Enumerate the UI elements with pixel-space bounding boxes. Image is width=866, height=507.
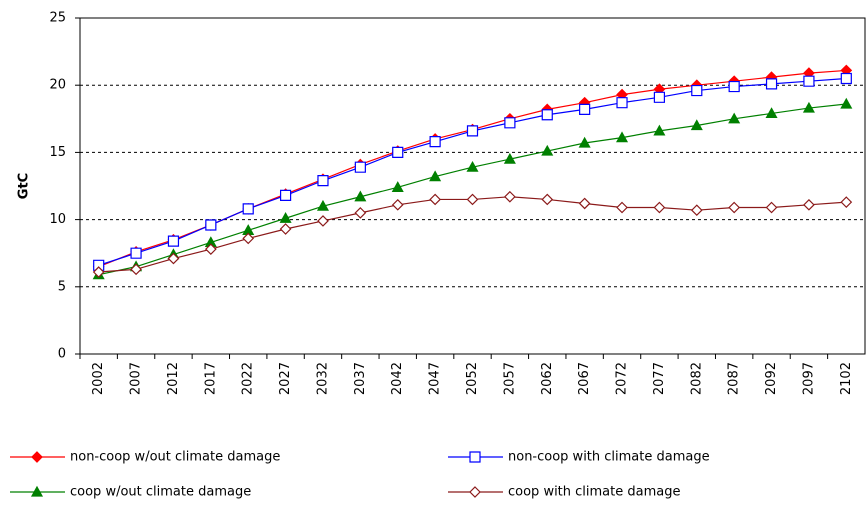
point <box>728 201 741 214</box>
point <box>690 119 703 131</box>
point <box>728 112 741 124</box>
point <box>93 259 105 271</box>
point <box>653 201 666 214</box>
x-tick-label: 2007 <box>129 362 144 395</box>
y-axis-label: GtC <box>17 173 32 199</box>
point <box>690 204 703 217</box>
x-tick-label: 2087 <box>727 362 742 395</box>
point <box>541 144 554 156</box>
y-tick-label: 25 <box>49 11 66 26</box>
point <box>765 78 778 90</box>
point <box>765 201 778 214</box>
point <box>204 243 217 256</box>
legend-label: non-coop with climate damage <box>508 450 710 465</box>
point <box>205 219 217 231</box>
point <box>242 203 254 215</box>
y-tick-label: 5 <box>58 279 66 294</box>
x-tick-label: 2067 <box>577 362 592 395</box>
point <box>765 107 778 119</box>
point <box>167 252 180 265</box>
point <box>653 124 666 136</box>
y-tick-label: 20 <box>49 78 66 93</box>
x-tick-label: 2077 <box>652 362 667 395</box>
point <box>691 84 703 97</box>
point <box>803 75 815 87</box>
legend-marker <box>31 451 43 463</box>
x-tick-label: 2032 <box>315 362 330 395</box>
point <box>840 196 853 208</box>
y-tick-label: 10 <box>49 212 66 227</box>
point <box>466 193 479 206</box>
point <box>541 193 554 206</box>
x-tick-label: 2092 <box>764 362 779 395</box>
point <box>728 80 740 93</box>
y-tick-label: 15 <box>49 145 66 160</box>
point <box>279 223 292 235</box>
point <box>840 97 853 109</box>
x-tick-label: 2022 <box>241 362 256 395</box>
point <box>279 212 292 223</box>
point <box>579 103 591 115</box>
point <box>279 189 292 202</box>
legend-label: coop w/out climate damage <box>70 485 251 500</box>
point <box>504 190 516 203</box>
x-tick-label: 2052 <box>465 362 480 395</box>
point <box>653 91 666 103</box>
x-tick-label: 2017 <box>203 362 218 395</box>
point <box>616 201 628 214</box>
x-tick-label: 2042 <box>390 362 405 395</box>
point <box>616 131 629 143</box>
x-tick-label: 2082 <box>689 362 704 395</box>
point <box>130 263 142 276</box>
point <box>429 170 442 182</box>
legend-label: coop with climate damage <box>508 485 680 500</box>
point <box>354 190 367 202</box>
point <box>616 97 628 109</box>
x-tick-label: 2062 <box>540 362 555 395</box>
point <box>578 197 591 210</box>
point <box>354 207 367 219</box>
y-tick-label: 0 <box>58 347 66 362</box>
legend-marker <box>469 486 481 498</box>
point <box>429 136 441 148</box>
x-tick-label: 2057 <box>502 362 517 395</box>
point <box>130 247 142 259</box>
point <box>503 152 516 164</box>
point <box>466 160 479 172</box>
point <box>578 136 591 148</box>
point <box>317 175 329 187</box>
point <box>354 161 366 173</box>
point <box>840 72 852 85</box>
point <box>429 193 441 206</box>
point <box>391 198 404 211</box>
point <box>316 199 329 211</box>
x-tick-label: 2012 <box>166 362 181 395</box>
x-tick-label: 2002 <box>91 362 106 395</box>
point <box>802 101 815 113</box>
x-tick-label: 2047 <box>428 362 443 395</box>
legend-marker <box>469 451 481 463</box>
x-tick-label: 2037 <box>353 362 368 395</box>
point <box>167 235 180 247</box>
point <box>392 146 404 158</box>
x-tick-label: 2072 <box>615 362 630 395</box>
plot-frame <box>79 17 866 355</box>
point <box>391 181 404 192</box>
point <box>92 266 105 278</box>
legend-label: non-coop w/out climate damage <box>70 450 280 465</box>
x-tick-label: 2102 <box>839 362 854 395</box>
point <box>317 215 329 227</box>
x-tick-label: 2097 <box>801 362 816 395</box>
legend-marker <box>30 485 44 497</box>
point <box>803 198 815 211</box>
point <box>541 109 553 121</box>
point <box>242 232 255 245</box>
x-tick-label: 2027 <box>278 362 293 395</box>
point <box>504 117 516 129</box>
point <box>466 125 479 137</box>
